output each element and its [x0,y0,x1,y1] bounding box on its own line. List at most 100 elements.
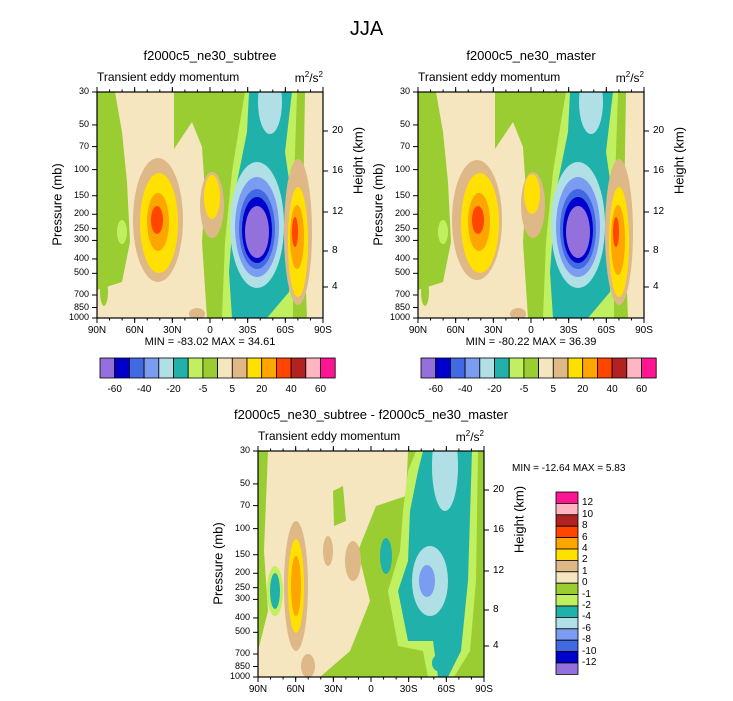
y-tick-label: 300 [73,234,89,245]
figure-title: JJA [349,18,384,40]
colorbar-box [275,357,292,379]
contour-field [258,451,484,677]
colorbar-box [231,357,248,379]
colorbar-box [555,548,579,561]
x-tick-label: 0 [207,325,213,336]
contour-region [245,206,269,258]
units-label: m2/s2 [455,429,484,444]
x-tick-label: 30N [324,684,343,695]
y-tick-label: 30 [399,86,410,96]
colorbar-box [290,357,307,379]
y-tick-label: 1000 [229,671,250,681]
y-axis-label: Pressure (mb) [210,522,226,605]
contour-region [438,220,448,244]
colorbar-label: -5 [198,384,208,395]
colorbar-box [555,571,579,584]
colorbar-box [420,357,437,379]
colorbar-box [555,594,579,607]
colorbar-box [641,357,657,379]
colorbar-box [555,537,579,550]
y-tick-label: 700 [73,289,89,299]
colorbar-label: 4 [582,543,588,554]
colorbar-box [555,502,579,516]
units-label: m2/s2 [615,70,644,85]
colorbar-box [494,357,510,379]
colorbar-label: -12 [582,657,597,668]
panel-title: f2000c5_ne30_subtree - f2000c5_ne30_mast… [234,407,508,422]
colorbar-box [114,357,130,379]
y-tick-label: 70 [399,140,410,151]
colorbar-box [555,662,579,675]
contour-region [100,278,108,306]
colorbar-label: -60 [107,384,122,395]
colorbar-label: -2 [582,600,591,611]
x-tick-label: 90N [248,684,268,695]
height-tick-label: 12 [332,206,344,217]
y-tick-label: 500 [73,267,89,278]
contour-region [333,486,346,526]
colorbar-box [597,357,613,379]
y-tick-label: 30 [78,86,89,96]
colorbar-box [464,357,481,379]
panel-title: f2000c5_ne30_subtree [143,48,277,63]
y-tick-label: 200 [73,208,89,219]
colorbar-label: 5 [229,384,236,395]
y-tick-label: 70 [239,499,250,510]
colorbar-box [611,357,628,379]
colorbar-label: 0 [582,577,588,589]
contour-region [151,206,163,234]
contour-region [345,541,361,581]
y-axis-label: Pressure (mb) [370,163,386,246]
y-tick-label: 50 [399,118,410,129]
x-tick-label: 0 [368,684,374,695]
colorbar-label: 10 [582,508,594,520]
colorbar-box [508,357,525,379]
height-tick-label: 4 [493,640,499,651]
x-tick-label: 60S [437,684,456,695]
height-tick-label: 16 [653,165,665,176]
y-tick-label: 400 [394,252,410,263]
colorbar-label: -5 [519,384,529,395]
contour-region [421,278,429,306]
x-tick-label: 90S [635,325,653,336]
contour-region [189,308,205,318]
contour-region [472,206,484,234]
contour-region [117,220,127,244]
colorbar-label: -20 [487,384,502,395]
colorbar-label: -4 [582,611,591,623]
contour-region [270,573,280,609]
contour-region [419,565,435,597]
x-tick-label: 60N [286,684,305,695]
y-tick-label: 150 [73,189,89,200]
colorbar-label: 8 [582,520,588,532]
contour-plot-1 [413,87,649,323]
y-tick-label: 400 [73,252,89,263]
colorbar-label: -8 [582,634,591,646]
y-tick-label: 100 [394,163,410,174]
x-tick-label: 0 [528,325,534,336]
contour-region [292,217,298,247]
colorbar-box [523,357,540,379]
contour-plot-2 [253,446,489,682]
x-tick-label: 90N [408,325,428,336]
contour-region [524,174,540,214]
height-tick-label: 4 [332,281,338,292]
x-tick-label: 60N [446,325,465,336]
colorbar-label: -6 [582,622,591,634]
colorbar-box [479,357,495,379]
colorbar-label: -10 [582,645,597,657]
x-tick-label: 90S [475,684,493,695]
colorbar-box [626,357,642,379]
x-tick-label: 30S [559,325,578,336]
colorbar-box [449,357,466,379]
x-tick-label: 60S [276,325,295,336]
contour-field [418,92,644,318]
panel-title: f2000c5_ne30_master [466,48,596,63]
contour-region [432,451,458,511]
y-tick-label: 100 [234,522,250,533]
colorbar-box [261,357,277,379]
y-tick-label: 300 [234,593,250,604]
x-tick-label: 30N [484,325,503,336]
x-tick-label: 30N [163,325,182,336]
